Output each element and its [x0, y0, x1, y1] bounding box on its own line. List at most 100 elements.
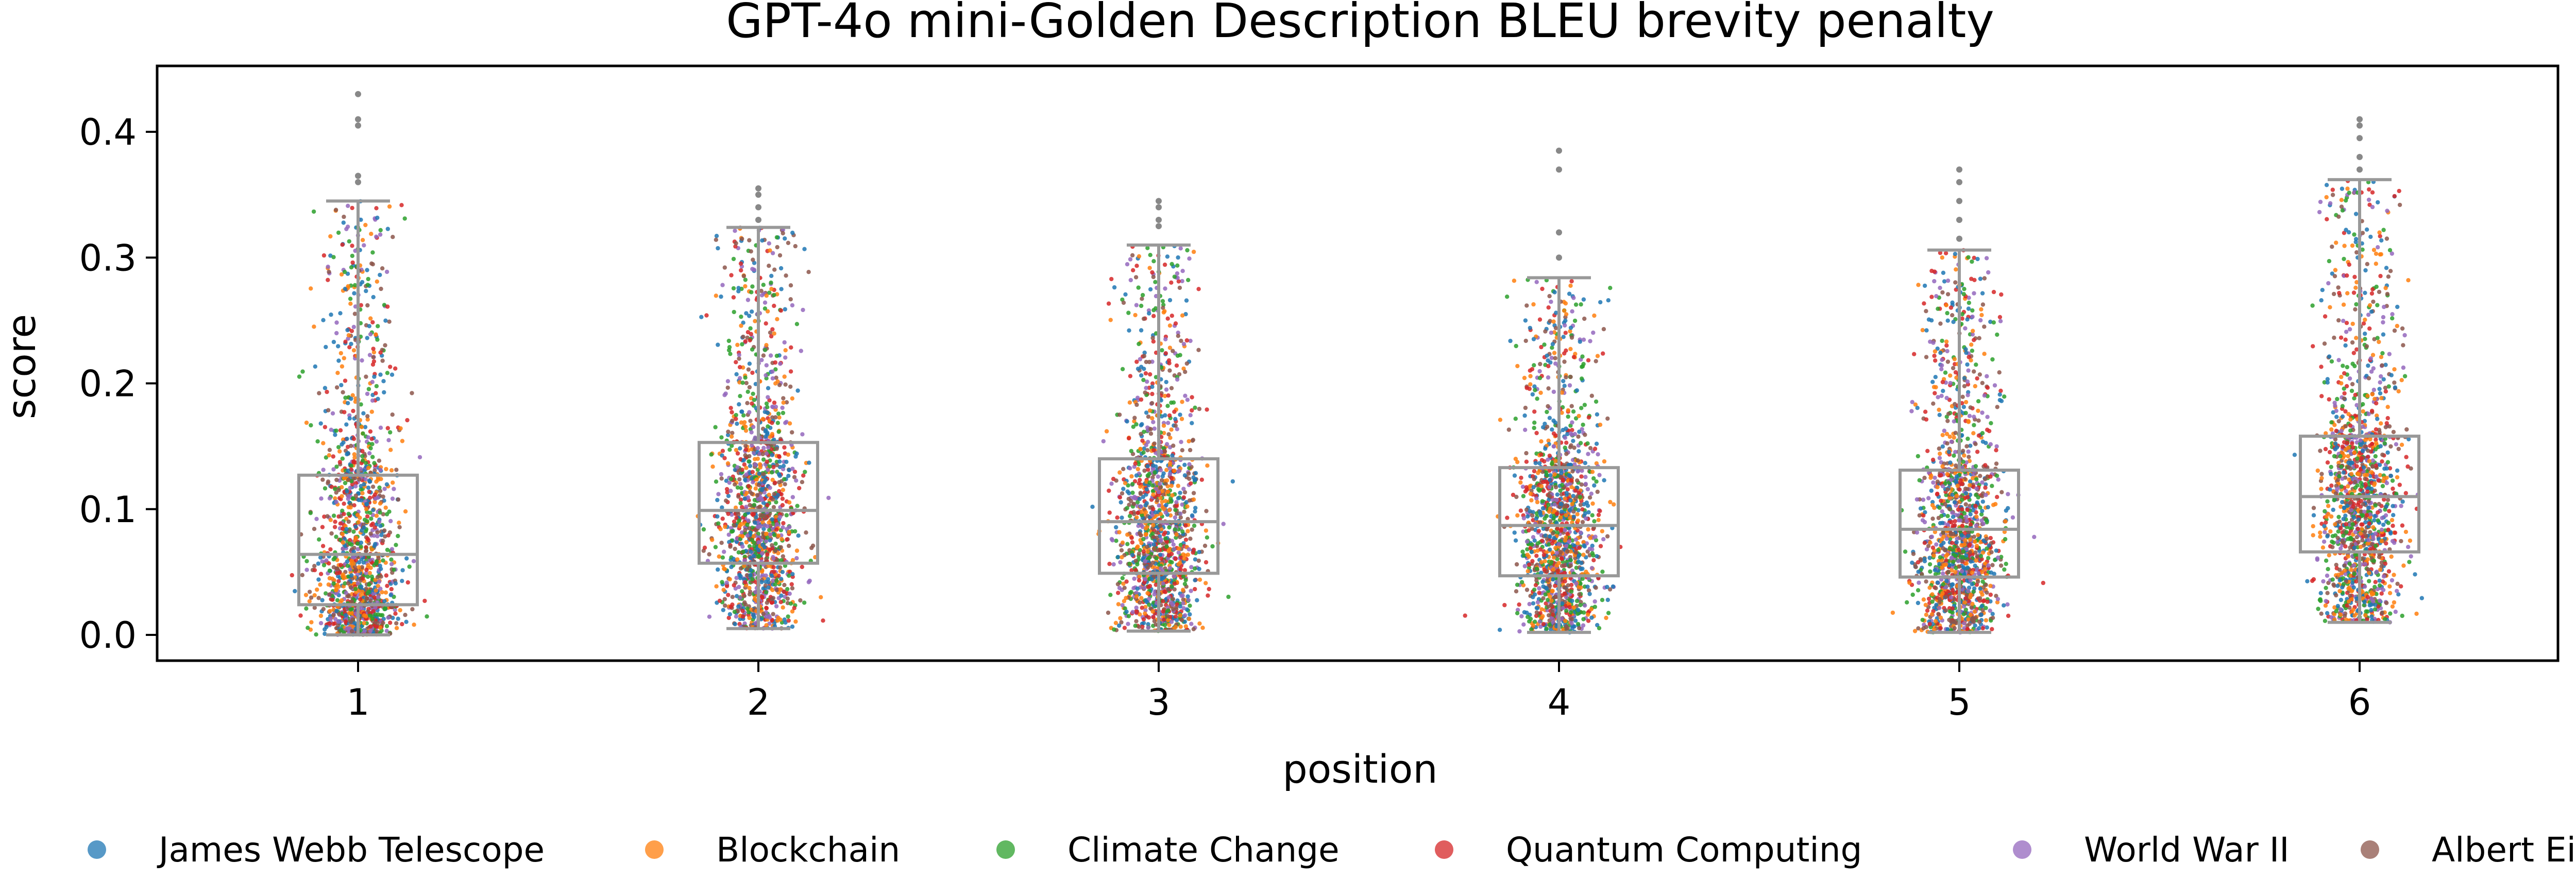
- strip-point: [719, 294, 723, 299]
- strip-point: [1154, 487, 1159, 491]
- strip-point: [727, 612, 733, 617]
- strip-point: [367, 324, 371, 329]
- strip-point: [1581, 553, 1586, 557]
- strip-point: [1123, 481, 1128, 486]
- strip-point: [1143, 526, 1148, 531]
- strip-point: [1139, 303, 1144, 308]
- strip-point: [765, 309, 770, 314]
- strip-point: [1117, 495, 1123, 500]
- strip-point: [1146, 415, 1151, 419]
- strip-point: [1139, 373, 1144, 378]
- strip-point: [751, 534, 756, 539]
- strip-point: [1175, 263, 1180, 268]
- strip-point: [1177, 285, 1182, 290]
- strip-point: [794, 451, 799, 456]
- strip-point: [348, 538, 352, 543]
- strip-point: [1125, 542, 1130, 546]
- strip-point: [378, 425, 383, 430]
- strip-point: [778, 600, 783, 605]
- strip-point: [1137, 625, 1142, 629]
- strip-point: [759, 358, 764, 363]
- strip-point: [373, 605, 378, 610]
- strip-point: [368, 316, 373, 321]
- strip-point: [1138, 600, 1142, 605]
- strip-point: [372, 595, 377, 600]
- strip-point: [344, 422, 349, 427]
- strip-point: [762, 348, 768, 352]
- strip-point: [364, 461, 368, 465]
- strip-point: [1162, 449, 1167, 454]
- strip-point: [783, 382, 788, 387]
- strip-point: [1145, 448, 1150, 453]
- strip-point: [1567, 383, 1572, 388]
- strip-point: [781, 410, 786, 416]
- strip-point: [734, 576, 739, 580]
- strip-point: [1180, 529, 1185, 534]
- strip-point: [355, 581, 360, 586]
- strip-point: [329, 531, 334, 536]
- strip-point: [1170, 314, 1174, 318]
- strip-point: [1166, 608, 1171, 613]
- strip-point: [799, 349, 804, 353]
- strip-point: [1178, 491, 1182, 495]
- strip-point: [770, 543, 774, 548]
- strip-point: [1188, 338, 1193, 343]
- strip-point: [348, 619, 353, 624]
- strip-point: [321, 441, 326, 445]
- strip-point: [747, 385, 752, 390]
- strip-point: [343, 286, 348, 291]
- strip-point: [378, 489, 383, 493]
- strip-point: [735, 465, 740, 470]
- strip-point: [357, 565, 361, 570]
- strip-point: [1586, 415, 1591, 420]
- strip-point: [1158, 485, 1163, 490]
- strip-point: [370, 522, 375, 526]
- strip-point: [304, 559, 309, 564]
- strip-point: [353, 248, 358, 253]
- strip-point: [330, 597, 335, 602]
- strip-point: [1184, 361, 1189, 366]
- strip-point: [768, 330, 773, 335]
- strip-point: [1197, 549, 1201, 555]
- strip-point: [743, 477, 748, 482]
- strip-point: [1127, 503, 1131, 507]
- strip-point: [778, 545, 784, 550]
- strip-point: [739, 323, 743, 328]
- strip-point: [1157, 503, 1161, 508]
- strip-point: [352, 476, 358, 481]
- strip-point: [1154, 582, 1158, 587]
- strip-point: [738, 566, 743, 571]
- strip-point: [1170, 453, 1175, 458]
- strip-point: [1126, 496, 1131, 502]
- strip-point: [1176, 255, 1180, 260]
- strip-point: [353, 484, 358, 489]
- strip-point: [1181, 606, 1186, 611]
- strip-point: [362, 243, 366, 248]
- strip-point: [741, 273, 747, 279]
- strip-point: [760, 542, 765, 547]
- strip-point: [1577, 413, 1581, 419]
- strip-point: [363, 477, 368, 481]
- strip-point: [365, 303, 370, 308]
- strip-point: [340, 442, 344, 447]
- strip-point: [1528, 368, 1532, 373]
- strip-point: [747, 361, 752, 366]
- strip-point: [388, 447, 393, 452]
- strip-point: [383, 318, 388, 323]
- strip-point: [1543, 446, 1548, 451]
- strip-point: [743, 453, 748, 458]
- strip-point: [765, 535, 770, 540]
- strip-point: [338, 563, 343, 567]
- strip-point: [1128, 591, 1132, 596]
- strip-point: [1162, 623, 1167, 628]
- strip-point: [768, 538, 772, 543]
- strip-point: [1162, 393, 1167, 399]
- strip-point: [1159, 478, 1164, 482]
- strip-point: [1115, 555, 1121, 560]
- strip-point: [807, 460, 811, 465]
- strip-point: [741, 458, 747, 462]
- strip-point: [1581, 422, 1585, 427]
- strip-point: [745, 522, 750, 527]
- strip-point: [1570, 469, 1575, 474]
